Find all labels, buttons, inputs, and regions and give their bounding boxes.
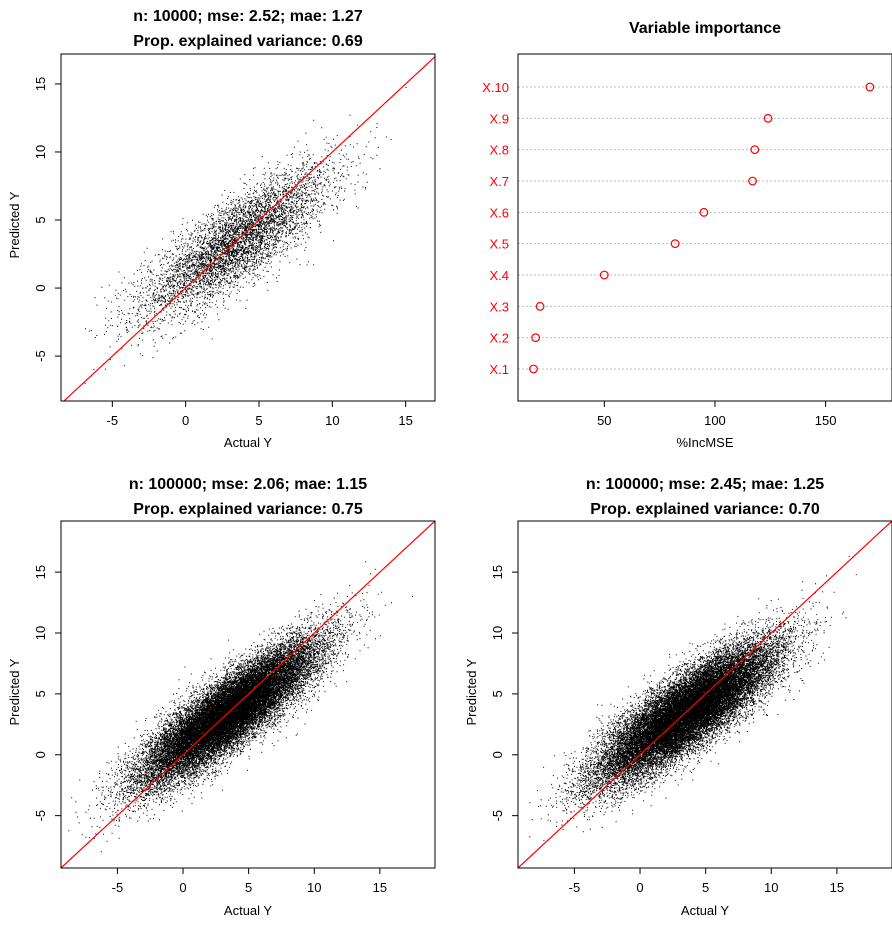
panel-3-subtitle: Prop. explained variance: 0.75 — [133, 501, 363, 518]
importance-point — [750, 145, 760, 155]
importance-point — [531, 333, 541, 343]
x-tick-label: 10 — [764, 880, 778, 895]
importance-point — [748, 176, 757, 186]
x-tick-label: -5 — [569, 880, 581, 895]
variable-label: X.4 — [489, 268, 509, 283]
variable-label: X.3 — [489, 299, 509, 314]
x-tick-label: 5 — [245, 880, 252, 895]
scatter-points — [529, 555, 857, 841]
panel-4-title: n: 100000; mse: 2.45; mae: 1.25 — [586, 476, 824, 493]
y-tick-label: 0 — [33, 751, 48, 758]
variable-label: X.10 — [482, 80, 509, 95]
panel-3-y-axis-label: Predicted Y — [7, 658, 22, 725]
y-tick-label: 0 — [33, 284, 48, 291]
importance-point — [699, 207, 709, 217]
importance-point — [763, 113, 773, 123]
identity-line — [63, 55, 435, 401]
scatter-panel-2: n: 100000; mse: 2.06; mae: 1.15 Prop. ex… — [7, 476, 436, 918]
x-tick-label: 5 — [255, 413, 262, 428]
importance-point — [599, 270, 609, 280]
importance-point — [670, 239, 680, 249]
variable-label: X.7 — [489, 174, 509, 189]
x-tick-label: 10 — [325, 413, 339, 428]
y-tick-label: -5 — [33, 810, 48, 822]
y-tick-label: -5 — [490, 810, 505, 822]
y-tick-label: 5 — [490, 690, 505, 697]
x-tick-label: -5 — [107, 413, 119, 428]
panel-3-x-axis-label: Actual Y — [224, 903, 273, 918]
identity-line — [518, 521, 892, 868]
variable-label: X.9 — [489, 111, 509, 126]
panel-1-subtitle: Prop. explained variance: 0.69 — [133, 33, 363, 50]
y-tick-label: 10 — [33, 145, 48, 159]
plot-frame — [60, 53, 436, 402]
panel-4-y-axis-label: Predicted Y — [464, 658, 479, 725]
panel-1-x-axis-label: Actual Y — [224, 435, 273, 450]
panel-2-title: Variable importance — [629, 20, 781, 37]
variable-label: X.2 — [489, 331, 509, 346]
x-tick-label: 150 — [815, 413, 837, 428]
x-tick-label: 50 — [597, 413, 611, 428]
y-tick-label: 5 — [33, 216, 48, 223]
y-tick-label: 10 — [490, 626, 505, 640]
identity-line — [61, 521, 435, 868]
y-tick-label: 15 — [490, 565, 505, 579]
x-tick-label: 0 — [182, 413, 189, 428]
plot-frame — [517, 53, 892, 402]
panel-4-x-axis-label: Actual Y — [681, 903, 730, 918]
y-tick-label: -5 — [33, 350, 48, 362]
panel-2-x-axis-label: %IncMSE — [676, 435, 733, 450]
plot-frame — [517, 520, 892, 869]
y-tick-label: 5 — [33, 690, 48, 697]
y-tick-label: 10 — [33, 626, 48, 640]
importance-point — [529, 364, 538, 374]
variable-label: X.6 — [489, 205, 509, 220]
importance-point — [865, 82, 875, 92]
plot-frame — [60, 520, 436, 869]
x-tick-label: 15 — [398, 413, 412, 428]
scatter-panel-3: n: 100000; mse: 2.45; mae: 1.25 Prop. ex… — [464, 476, 892, 918]
scatter-points — [84, 87, 407, 384]
panel-1-title: n: 10000; mse: 2.52; mae: 1.27 — [133, 8, 363, 25]
importance-point — [535, 301, 545, 311]
variable-label: X.8 — [489, 143, 509, 158]
variable-importance-panel: Variable importance %IncMSE X.1 X.2 X.3 X.4… — [482, 20, 892, 450]
panel-3-title: n: 100000; mse: 2.06; mae: 1.15 — [129, 476, 367, 493]
variable-label: X.1 — [489, 362, 509, 377]
x-tick-label: 15 — [373, 880, 387, 895]
variable-label: X.5 — [489, 237, 509, 252]
panel-1-y-axis-label: Predicted Y — [7, 191, 22, 258]
y-tick-label: 15 — [33, 565, 48, 579]
scatter-panel-1: n: 10000; mse: 2.52; mae: 1.27 Prop. exp… — [7, 8, 436, 450]
panel-4-subtitle: Prop. explained variance: 0.70 — [590, 501, 820, 518]
x-tick-label: 0 — [636, 880, 643, 895]
y-tick-label: 0 — [490, 751, 505, 758]
x-tick-label: 15 — [830, 880, 844, 895]
scatter-points — [68, 561, 413, 853]
x-tick-label: 5 — [702, 880, 709, 895]
x-tick-label: 0 — [179, 880, 186, 895]
x-tick-label: 100 — [704, 413, 726, 428]
x-tick-label: -5 — [112, 880, 124, 895]
y-tick-label: 15 — [33, 77, 48, 91]
x-tick-label: 10 — [307, 880, 321, 895]
